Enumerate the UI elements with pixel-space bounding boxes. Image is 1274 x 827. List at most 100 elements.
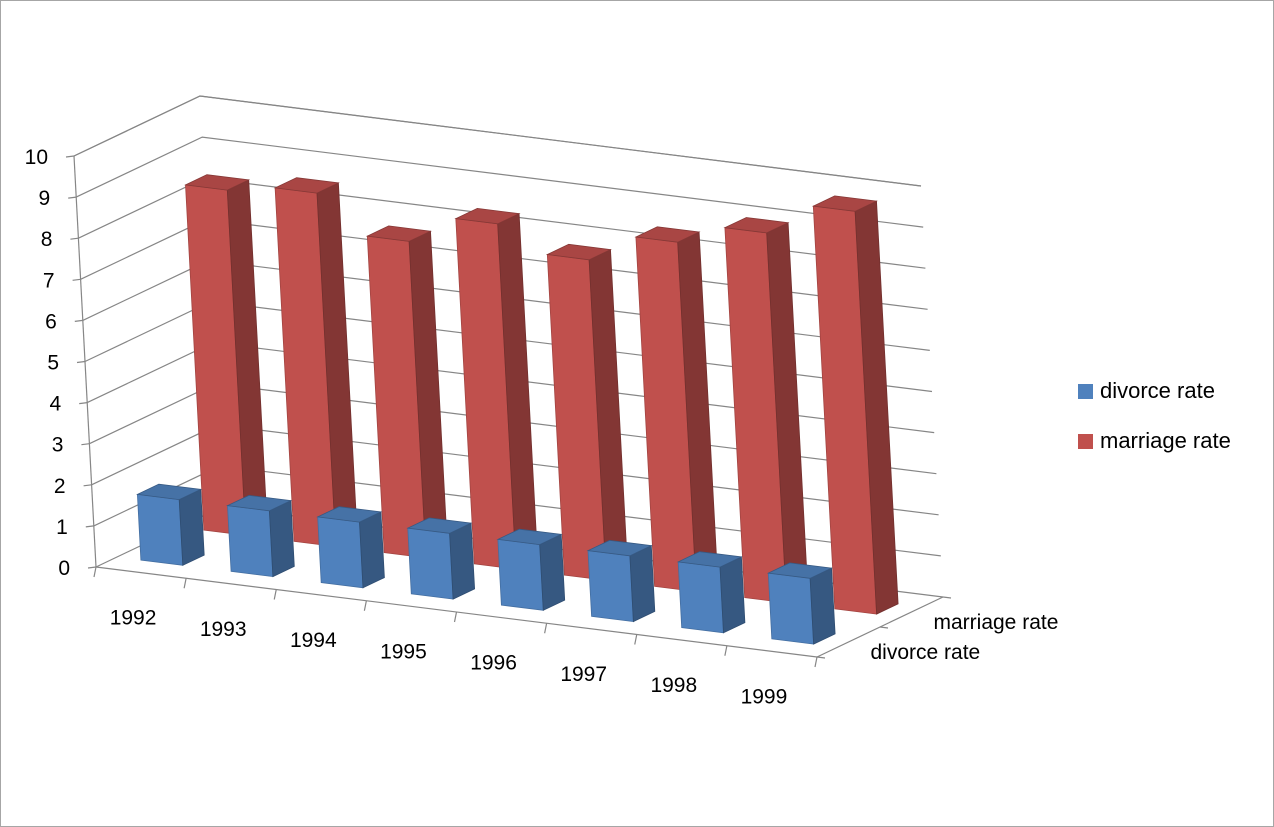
bar-side-face xyxy=(268,499,295,578)
divorce-rate-bars xyxy=(135,483,836,645)
bar-marriage-rate-1997 xyxy=(634,226,719,593)
y-tick-mark xyxy=(72,278,81,281)
bar-side-face xyxy=(359,511,385,589)
x-axis-tick-labels: 1992 1993 1994 1995 1996 1997 1998 1999 xyxy=(110,607,788,709)
y-tick-label: 10 xyxy=(25,146,48,169)
bar-top-face xyxy=(316,506,383,523)
depth-tick-label: marriage rate xyxy=(934,611,1059,634)
bar-top-face xyxy=(766,562,833,579)
bar-front-face xyxy=(587,550,634,623)
depth-tick-mark xyxy=(942,596,952,599)
y-tick-mark xyxy=(83,484,92,487)
bar-side-face xyxy=(178,488,205,566)
x-tick-label: 1993 xyxy=(200,618,247,641)
bar-marriage-rate-1993 xyxy=(273,177,358,548)
bar-top-face xyxy=(496,528,563,546)
y-tick-mark xyxy=(79,402,88,405)
x-tick-label: 1994 xyxy=(290,629,337,652)
x-tick-label: 1999 xyxy=(741,685,788,708)
bar-side-face xyxy=(539,533,566,611)
bar-top-face xyxy=(454,207,521,225)
bar-side-face xyxy=(629,544,656,623)
x-tick-label: 1996 xyxy=(470,652,517,675)
bar-top-face xyxy=(406,517,473,534)
x-tick-mark xyxy=(453,611,458,623)
x-tick-mark xyxy=(363,600,367,611)
bar-marriage-rate-1998 xyxy=(723,217,809,604)
x-tick-label: 1995 xyxy=(380,640,427,663)
bar-top-face xyxy=(365,225,432,242)
y-tick-label: 3 xyxy=(52,434,64,457)
wall-top-edge xyxy=(73,95,922,187)
bar-divorce-rate-1994 xyxy=(316,506,385,589)
bar-top-face xyxy=(184,174,251,191)
bar-marriage-rate-1994 xyxy=(365,225,448,559)
bar-divorce-rate-1993 xyxy=(226,494,295,578)
legend-label-marriage-rate: marriage rate xyxy=(1100,428,1231,453)
bar-top-face xyxy=(811,195,878,212)
bar-front-face xyxy=(677,561,724,634)
y-tick-mark xyxy=(85,525,94,528)
y-tick-label: 8 xyxy=(41,228,53,251)
x-tick-mark xyxy=(544,623,548,634)
y-tick-mark xyxy=(81,443,90,446)
depth-axis-tick-labels: divorce rate marriage rate xyxy=(871,611,1059,664)
bar-marriage-rate-1996 xyxy=(545,243,629,581)
y-tick-label: 6 xyxy=(45,310,57,333)
x-tick-mark xyxy=(183,578,187,589)
bar-front-face xyxy=(227,505,274,578)
x-tick-label: 1998 xyxy=(650,674,697,697)
y-tick-label: 1 xyxy=(56,516,68,539)
marriage-rate-bars xyxy=(184,174,899,615)
bar-side-face xyxy=(809,567,836,645)
bar-side-face xyxy=(449,522,476,600)
y-tick-mark xyxy=(70,237,79,240)
bar-top-face xyxy=(273,177,340,194)
legend-label-divorce-rate: divorce rate xyxy=(1100,378,1215,403)
bar-top-face xyxy=(723,217,790,234)
bar-divorce-rate-1999 xyxy=(766,562,836,645)
bar-top-face xyxy=(586,539,653,557)
legend-swatch-divorce-rate xyxy=(1078,384,1093,399)
depth-tick-label: divorce rate xyxy=(871,641,981,664)
bar-top-face xyxy=(545,243,612,261)
bar-front-face xyxy=(317,516,364,589)
x-tick-mark xyxy=(634,634,638,645)
bar-front-face xyxy=(767,572,815,645)
gridline xyxy=(73,95,922,187)
depth-tick-mark xyxy=(879,626,889,629)
x-tick-mark xyxy=(814,656,818,668)
y-tick-label: 7 xyxy=(43,269,55,292)
y-axis-tick-labels: 0 1 2 3 4 5 6 7 8 9 10 xyxy=(25,146,70,580)
bar-front-face xyxy=(497,538,544,611)
chart-floor xyxy=(93,566,952,668)
bar-front-face xyxy=(407,527,454,600)
y-tick-label: 5 xyxy=(47,352,59,375)
y-tick-label: 2 xyxy=(54,475,66,498)
y-tick-mark xyxy=(74,319,83,322)
bar-side-face xyxy=(719,556,746,634)
y-tick-label: 9 xyxy=(39,187,51,210)
x-tick-mark xyxy=(724,645,728,656)
bar-top-face xyxy=(135,483,203,501)
x-tick-mark xyxy=(93,566,97,578)
bar-top-face xyxy=(226,494,293,512)
bar-divorce-rate-1997 xyxy=(586,539,656,623)
bar-divorce-rate-1996 xyxy=(496,528,566,611)
y-tick-mark xyxy=(76,360,86,364)
y-tick-mark xyxy=(65,155,75,158)
y-tick-label: 4 xyxy=(50,393,62,416)
x-tick-label: 1992 xyxy=(110,607,157,630)
legend: divorce rate marriage rate xyxy=(1078,378,1231,453)
bar-top-face xyxy=(676,551,743,568)
bar-top-face xyxy=(634,226,701,243)
bar-divorce-rate-1995 xyxy=(406,517,476,600)
bar-divorce-rate-1992 xyxy=(135,483,205,566)
bar-front-face xyxy=(136,493,184,566)
gridline xyxy=(75,136,924,228)
bar-marriage-rate-1995 xyxy=(454,207,539,570)
x-tick-label: 1997 xyxy=(560,663,607,686)
bar-marriage-rate-1999 xyxy=(811,195,899,615)
y-tick-label: 0 xyxy=(58,557,70,580)
